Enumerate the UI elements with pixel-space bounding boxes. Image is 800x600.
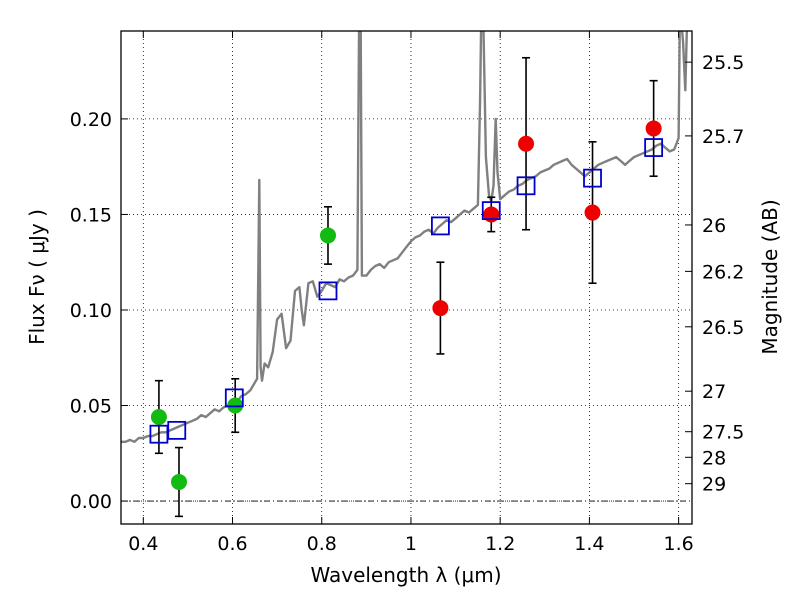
- y-tick-label: 0.00: [70, 491, 112, 513]
- y2-axis-title: Magnitude (AB): [758, 199, 782, 354]
- model-square: [516, 176, 536, 196]
- y-tick-label: 0.15: [70, 204, 112, 226]
- y2-tick-label: 26: [702, 215, 726, 237]
- y2-tick-label: 25.7: [702, 126, 744, 148]
- model-square: [644, 138, 664, 157]
- data-point: [170, 473, 187, 490]
- x-tick-label: 1.4: [574, 533, 604, 555]
- x-tick-label: 0.6: [217, 533, 247, 555]
- model-square: [318, 281, 338, 301]
- data-point: [518, 135, 535, 152]
- x-tick-label: 0.8: [307, 533, 337, 555]
- model-square: [481, 201, 501, 221]
- y-tick-label: 0.10: [70, 300, 112, 322]
- x-tick-label: 0.4: [128, 533, 158, 555]
- data-point: [584, 204, 601, 221]
- y-tick-label: 0.05: [70, 396, 112, 418]
- y-axis-title: Flux Fν ( μJy ): [25, 209, 49, 345]
- y2-tick-label: 26.5: [702, 317, 744, 339]
- model-square: [224, 388, 244, 408]
- x-axis-title: Wavelength λ (μm): [310, 563, 501, 587]
- y2-tick-label: 27: [702, 381, 726, 403]
- model-square: [431, 216, 450, 236]
- x-tick-label: 1.6: [664, 533, 694, 555]
- y2-tick-label: 29: [702, 474, 726, 496]
- spectrum-line: [121, 31, 689, 443]
- x-tick-label: 1.2: [485, 533, 515, 555]
- x-tick-label: 1: [405, 533, 417, 555]
- y2-tick-label: 26.2: [702, 261, 744, 283]
- data-point: [483, 206, 500, 223]
- data-point: [432, 300, 449, 317]
- y2-tick-label: 27.5: [702, 422, 744, 444]
- y2-tick-label: 28: [702, 447, 726, 469]
- y2-tick-label: 25.5: [702, 52, 744, 74]
- plot-frame: [120, 30, 693, 525]
- model-square: [167, 420, 187, 440]
- data-point: [150, 408, 167, 425]
- data-point: [319, 227, 336, 244]
- model-square: [583, 168, 602, 188]
- grid-lines: [121, 31, 692, 524]
- y-tick-label: 0.20: [70, 109, 112, 131]
- axis-ticks: 0.4 0.6 0.8 1 1.2 1.4 1.6 0.00 0.05 0.10 0.15 0.20 2…: [70, 31, 744, 555]
- plot-area: [121, 31, 692, 518]
- data-point: [645, 120, 662, 137]
